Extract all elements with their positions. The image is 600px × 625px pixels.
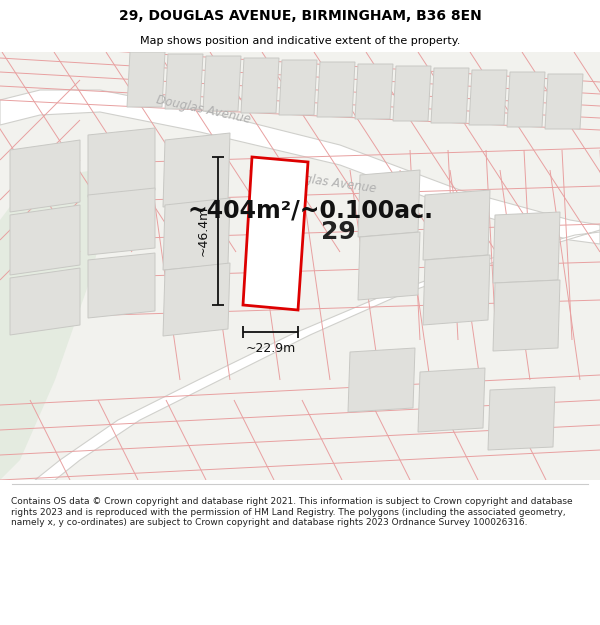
Polygon shape xyxy=(10,140,80,212)
Polygon shape xyxy=(163,133,230,207)
Polygon shape xyxy=(88,253,155,318)
Polygon shape xyxy=(431,68,469,123)
Polygon shape xyxy=(0,90,600,244)
Polygon shape xyxy=(0,170,110,480)
Polygon shape xyxy=(469,70,507,125)
Polygon shape xyxy=(203,56,241,111)
Polygon shape xyxy=(493,212,560,283)
Polygon shape xyxy=(423,190,490,260)
Text: ~22.9m: ~22.9m xyxy=(245,342,296,355)
Polygon shape xyxy=(0,52,600,480)
Polygon shape xyxy=(493,280,560,351)
Polygon shape xyxy=(127,52,165,107)
Text: 29: 29 xyxy=(320,220,355,244)
Polygon shape xyxy=(35,230,600,480)
Text: Douglas Avenue: Douglas Avenue xyxy=(155,94,252,126)
Text: 29, DOUGLAS AVENUE, BIRMINGHAM, B36 8EN: 29, DOUGLAS AVENUE, BIRMINGHAM, B36 8EN xyxy=(119,9,481,22)
Polygon shape xyxy=(507,72,545,127)
Polygon shape xyxy=(358,232,420,300)
Polygon shape xyxy=(163,198,230,270)
Text: ~46.4m: ~46.4m xyxy=(197,206,210,256)
Polygon shape xyxy=(355,64,393,119)
Polygon shape xyxy=(88,188,155,255)
Polygon shape xyxy=(423,255,490,325)
Polygon shape xyxy=(243,157,308,310)
Polygon shape xyxy=(163,263,230,336)
Text: Douglas Avenue: Douglas Avenue xyxy=(280,169,377,195)
Polygon shape xyxy=(241,58,279,113)
Polygon shape xyxy=(393,66,431,121)
Polygon shape xyxy=(165,54,203,109)
Polygon shape xyxy=(317,62,355,117)
Polygon shape xyxy=(348,348,415,412)
Polygon shape xyxy=(279,60,317,115)
Polygon shape xyxy=(88,128,155,197)
Polygon shape xyxy=(488,387,555,450)
Polygon shape xyxy=(545,74,583,129)
Text: Contains OS data © Crown copyright and database right 2021. This information is : Contains OS data © Crown copyright and d… xyxy=(11,498,572,528)
Polygon shape xyxy=(10,268,80,335)
Polygon shape xyxy=(418,368,485,432)
Text: ~404m²/~0.100ac.: ~404m²/~0.100ac. xyxy=(187,198,433,222)
Polygon shape xyxy=(10,205,80,275)
Text: Map shows position and indicative extent of the property.: Map shows position and indicative extent… xyxy=(140,36,460,46)
Polygon shape xyxy=(358,170,420,237)
